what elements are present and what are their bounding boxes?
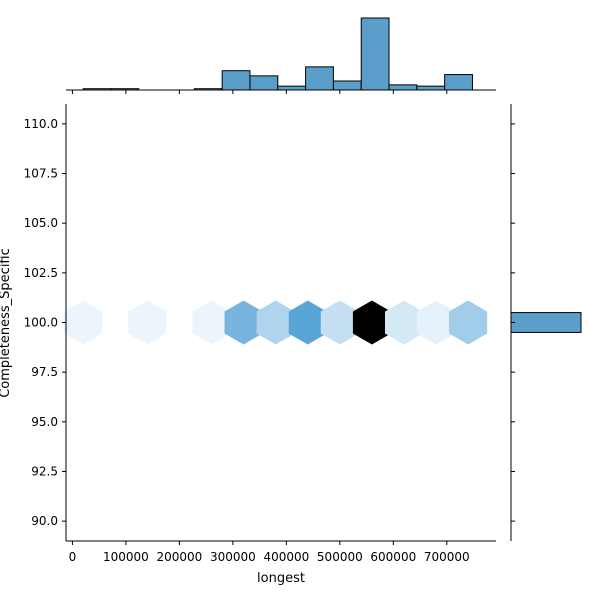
x-tick-label-7: 700000	[424, 550, 470, 564]
marginal-x-bar-10	[360, 17, 390, 91]
x-axis-ticks: 0 100000 200000 300000 400000 500000 600000 700…	[69, 541, 470, 564]
y-tick-label-3: 97.5	[31, 365, 58, 379]
x-axis-label: longest	[257, 571, 305, 586]
y-tick-label-8: 110.0	[24, 117, 58, 131]
hexbin-panel: 0 100000 200000 300000 400000 500000 600000 700…	[0, 104, 496, 586]
y-tick-label-7: 107.5	[24, 167, 58, 181]
x-tick-label-0: 0	[69, 550, 77, 564]
x-tick-label-6: 600000	[370, 550, 416, 564]
y-tick-label-5: 102.5	[24, 266, 58, 280]
marginal-x-bar-11	[388, 84, 418, 91]
marginal-x-bar-6	[249, 75, 279, 91]
hexbin-5	[288, 300, 327, 345]
hexbin-layer	[64, 300, 488, 345]
hexbin-2	[192, 300, 231, 345]
hexbin-4	[256, 300, 295, 345]
y-tick-label-2: 95.0	[31, 415, 58, 429]
x-tick-label-3: 300000	[210, 550, 256, 564]
hexbin-8	[385, 300, 424, 345]
x-tick-label-4: 400000	[263, 550, 309, 564]
marginal-x-bar-5	[221, 70, 251, 91]
marginal-x-bar-12	[416, 85, 446, 91]
marginal-y-histogram	[510, 104, 582, 541]
hexbin-3	[224, 300, 263, 345]
hexbin-0	[64, 300, 103, 345]
marginal-y-bars	[510, 312, 582, 333]
hexbin-6	[320, 300, 359, 345]
y-tick-label-0: 90.0	[31, 514, 58, 528]
marginal-x-bar-8	[305, 66, 334, 91]
marginal-x-histogram	[66, 17, 496, 94]
y-axis-ticks: 90.0 92.5 95.0 97.5 100.0 102.5 105.0 107.5 110.…	[24, 117, 66, 528]
marginal-x-bar-9	[332, 80, 362, 91]
y-axis-label: Completeness_Specific	[0, 248, 13, 398]
hexbin-1	[128, 300, 167, 345]
hexbin-9	[417, 300, 456, 345]
marginal-x-bars	[82, 17, 473, 91]
marginal-y-ticks	[511, 123, 515, 522]
hexbin-7	[352, 300, 391, 345]
marginal-x-bar-7	[277, 85, 307, 91]
x-tick-label-5: 500000	[317, 550, 363, 564]
y-tick-label-6: 105.0	[24, 216, 58, 230]
x-tick-label-1: 100000	[103, 550, 149, 564]
marginal-x-ticks	[71, 90, 448, 94]
y-tick-label-4: 100.0	[24, 316, 58, 330]
marginal-x-bar-13	[444, 74, 473, 91]
marginal-y-bar-0	[510, 312, 582, 333]
hexbin-10	[449, 300, 488, 345]
x-tick-label-2: 200000	[156, 550, 202, 564]
y-tick-label-1: 92.5	[31, 464, 58, 478]
